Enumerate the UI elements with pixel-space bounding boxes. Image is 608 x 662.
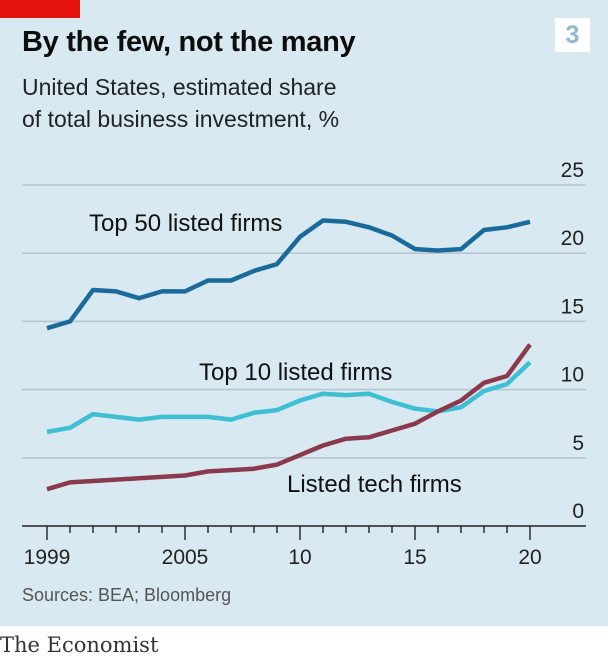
y-tick-label: 5 — [572, 432, 584, 455]
series-line-top-50 — [46, 218, 531, 331]
x-axis: 1999 2005 10 15 20 — [22, 525, 586, 569]
series-lines — [46, 218, 532, 492]
source-note: Sources: BEA; Bloomberg — [22, 585, 232, 605]
series-line-top-10 — [46, 360, 532, 435]
y-tick-label: 20 — [561, 227, 584, 250]
series-label-top-50: Top 50 listed firms — [89, 210, 282, 237]
series-line-tech — [46, 343, 532, 492]
x-tick-label: 10 — [288, 546, 311, 569]
x-tick-label: 1999 — [24, 546, 71, 569]
y-tick-label: 15 — [561, 295, 584, 318]
chart-title: By the few, not the many — [22, 26, 356, 58]
x-tick-label: 2005 — [162, 546, 209, 569]
y-tick-label: 10 — [561, 364, 584, 387]
chart-number-badge: 3 — [555, 18, 590, 52]
series-label-tech: Listed tech firms — [287, 471, 462, 498]
gridlines — [22, 184, 586, 459]
y-tick-label: 25 — [561, 159, 584, 182]
subtitle-line-2: of total business investment, % — [22, 106, 340, 132]
x-tick-label: 15 — [403, 546, 426, 569]
subtitle-line-1: United States, estimated share — [22, 74, 337, 100]
chart-subtitle: United States, estimated share of total … — [22, 71, 442, 135]
y-axis-ticks: 0 5 10 15 20 25 — [561, 159, 584, 523]
series-labels: Top 50 listed firms Top 10 listed firms Li… — [89, 210, 462, 498]
x-tick-label: 20 — [518, 546, 541, 569]
line-chart: 0 5 10 15 20 25 1999 2005 10 15 20 Top 50 listed … — [22, 159, 586, 569]
red-tag-decoration — [0, 0, 80, 18]
chart-panel: 3 By the few, not the many United States… — [0, 0, 608, 626]
brand-wordmark: The Economist — [0, 633, 159, 657]
series-label-top-10: Top 10 listed firms — [199, 359, 392, 386]
y-tick-label: 0 — [572, 500, 584, 523]
